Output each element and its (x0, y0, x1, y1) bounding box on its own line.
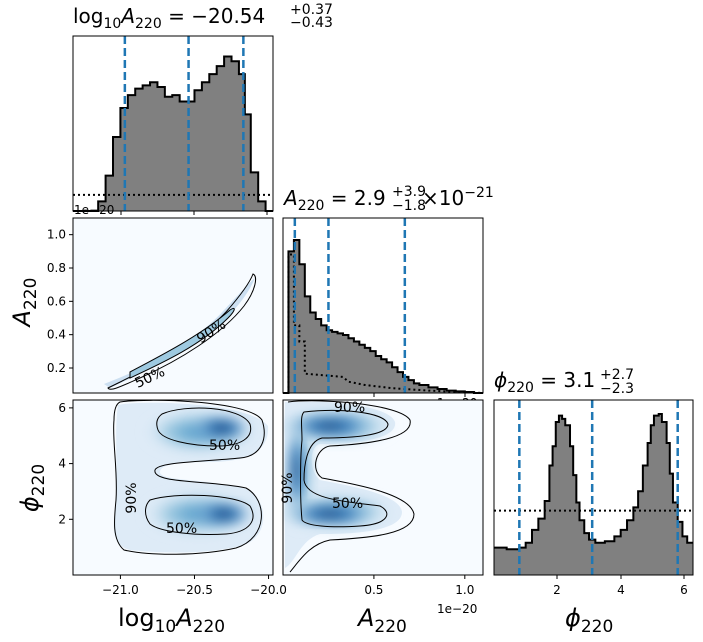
contour-90 (113, 400, 265, 555)
xtick-marks (373, 393, 466, 397)
ylabel: ϕ220 (16, 464, 49, 512)
ylabel: A220 (8, 278, 41, 329)
title-inf: −1.8 (392, 198, 426, 214)
xlabel: A220 (356, 604, 407, 637)
panel-A-hist: 1e−20 A220 = 2.9 +3.9 −1.8 ×10−21 (282, 184, 494, 410)
ytick-label: 1.0 (47, 228, 66, 242)
title-sup: +2.7 (600, 367, 634, 383)
xtick-marks (120, 211, 268, 215)
axes-frame (72, 35, 274, 212)
xtick-label: −20.0 (250, 583, 287, 597)
quantile-lines (293, 218, 407, 393)
axes-frame (493, 399, 694, 576)
hist-fill (73, 56, 273, 211)
offset-text: 1e−20 (437, 602, 477, 616)
ytick-label: 0.2 (47, 361, 66, 375)
contour-50 (145, 494, 254, 535)
yticks: 2 4 6 (58, 401, 73, 526)
xticks: 0.5 1.0 (364, 575, 474, 597)
title-sup: +0.37 (290, 2, 333, 18)
ytick-label: 0.4 (47, 328, 66, 342)
xtick-label: 1.0 (455, 583, 474, 597)
xtick-label: 2 (553, 583, 561, 597)
contour-90 (287, 400, 415, 573)
hist-fill (283, 240, 483, 393)
panel-phi-vs-log10A: 90% 50% 50% 2 4 6 −21.0 −20.5 −20.0 ϕ220 log… (16, 399, 287, 637)
hist-outline (494, 413, 693, 551)
contour-label: 50% (209, 438, 240, 454)
xlabel: log10A220 (118, 604, 225, 637)
yticks: 0.2 0.4 0.6 0.8 1.0 (47, 228, 73, 375)
density-core (194, 501, 254, 527)
ytick-label: 0.6 (47, 294, 66, 308)
panel-log10A-hist: 1e−20 log10A220 = −20.54 +0.37 −0.43 (72, 2, 333, 217)
axes-frame (72, 399, 274, 576)
xtick-label: −21.0 (102, 583, 139, 597)
panel-A-vs-log10A: 90% 50% 0.20.40.60.81.0 A220 (8, 217, 274, 394)
xtick-marks (556, 575, 685, 579)
contour-label: 50% (332, 496, 363, 512)
ytick-label: 6 (58, 401, 66, 415)
offset-text: 1e−20 (74, 203, 114, 217)
density-core (288, 424, 304, 516)
title-tail: ×10−21 (422, 185, 494, 210)
contour-label: 90% (280, 472, 296, 503)
panel-title: ϕ220 = 3.1 (494, 368, 595, 396)
xtick-label: 0.5 (364, 583, 383, 597)
density-core (284, 415, 376, 437)
quantile-lines (518, 400, 679, 575)
density-core (192, 415, 252, 441)
panel-title: log10A220 = −20.54 (73, 4, 265, 32)
density-core (284, 503, 376, 525)
hist-outline (73, 55, 273, 212)
panel-title: A220 = 2.9 (282, 186, 386, 214)
xtick-label: 6 (680, 583, 688, 597)
contour-50 (300, 410, 389, 528)
hist-outline (283, 239, 483, 394)
xtick-label: −20.5 (176, 583, 213, 597)
axes-frame (72, 217, 274, 394)
hist-fill (494, 414, 693, 575)
contour-50 (156, 407, 252, 447)
title-inf: −0.43 (290, 15, 333, 31)
quantile-lines (123, 36, 245, 211)
contour-label: 90% (334, 400, 365, 416)
contour-label: 50% (166, 521, 197, 537)
panel-phi-hist: 2 4 6 ϕ220 = 3.1 +2.7 −2.3 ϕ220 (493, 367, 694, 637)
ytick-label: 4 (58, 457, 66, 471)
axes-frame (282, 217, 484, 394)
axes-frame (282, 399, 484, 576)
title-inf: −2.3 (600, 381, 634, 397)
xtick-label: 4 (617, 583, 625, 597)
contour-50 (129, 307, 235, 379)
contour-label: 90% (124, 482, 140, 513)
title-sup: +3.9 (392, 184, 426, 200)
density-background (73, 218, 273, 393)
ytick-label: 0.8 (47, 261, 66, 275)
xticks: −21.0 −20.5 −20.0 (102, 575, 287, 597)
ytick-label: 2 (58, 512, 66, 526)
panel-phi-vs-A: 90% 90% 50% 0.5 1.0 1e−20 A220 (280, 399, 484, 637)
xlabel: ϕ220 (565, 604, 613, 637)
